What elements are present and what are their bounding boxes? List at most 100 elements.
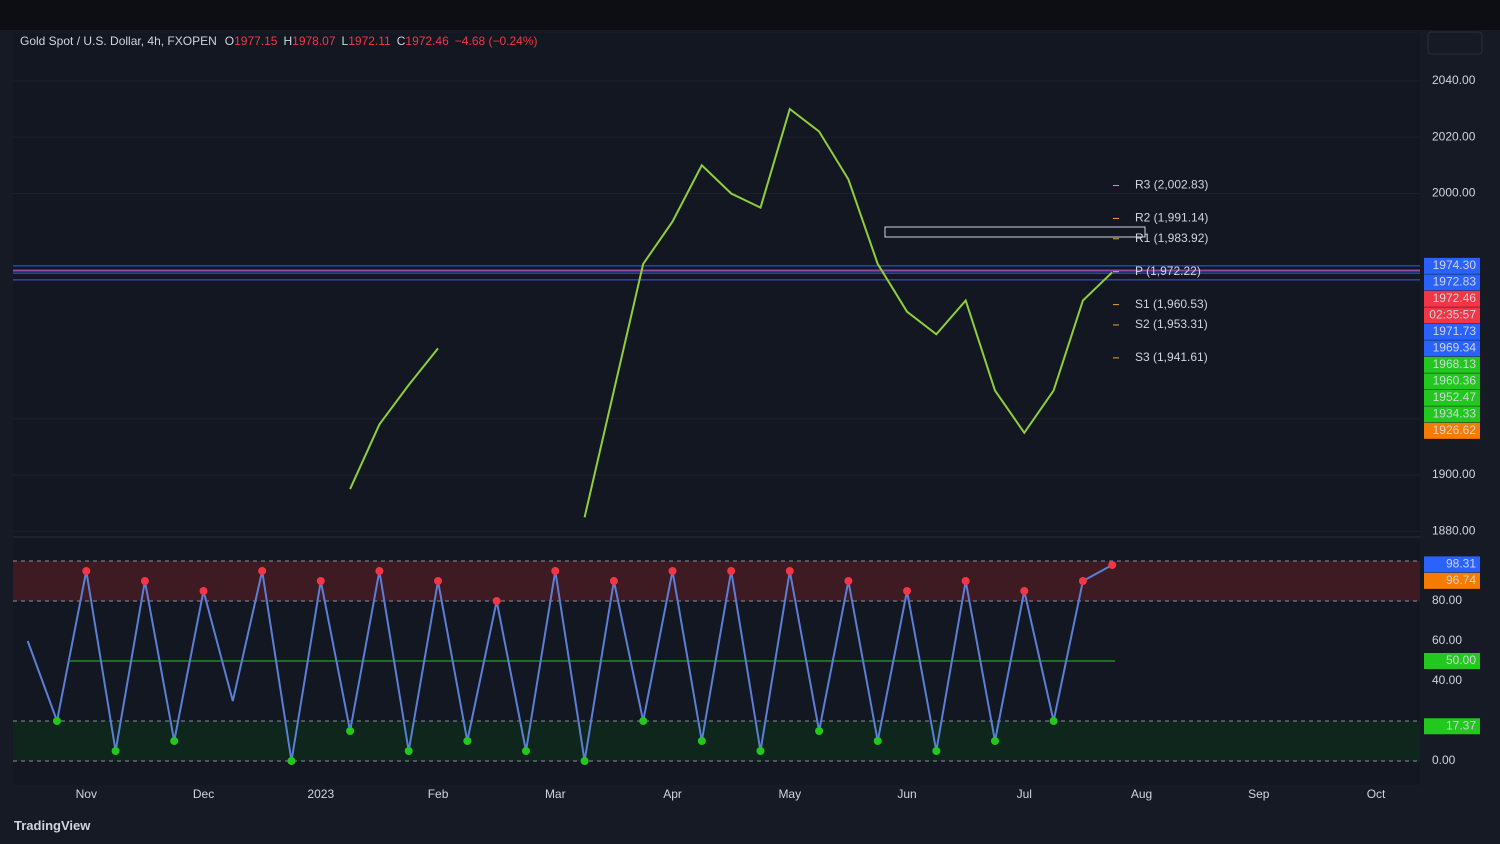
price-tag xyxy=(1424,718,1480,735)
price-tag-label: 02:35:57 xyxy=(1429,308,1476,322)
price-tag xyxy=(1424,274,1480,291)
price-tag xyxy=(1424,389,1480,406)
pivot-label: S1 (1,960.53) xyxy=(1135,297,1208,311)
x-tick-label: Dec xyxy=(193,787,214,801)
settings-button[interactable] xyxy=(1427,31,1483,55)
signal-dot xyxy=(903,587,912,595)
series-line xyxy=(349,107,1113,518)
price-tag xyxy=(1424,257,1480,274)
plot-area xyxy=(13,33,1420,785)
ohlc-value: 1972.46 xyxy=(405,34,449,48)
signal-dot xyxy=(697,737,706,745)
signal-dot xyxy=(404,747,413,755)
price-tag-label: 1934.33 xyxy=(1433,407,1477,421)
y-tick-label: 1880.00 xyxy=(1432,524,1476,538)
price-tag xyxy=(1424,340,1480,357)
signal-dot xyxy=(140,577,149,585)
y-tick-label: 2000.00 xyxy=(1432,186,1476,200)
resistance-zone xyxy=(884,226,1146,238)
signal-dot xyxy=(785,567,794,575)
signal-dot xyxy=(258,567,267,575)
x-tick-label: Nov xyxy=(76,787,97,801)
zone xyxy=(13,561,1420,601)
pane xyxy=(13,560,1420,765)
signal-dot xyxy=(1020,587,1029,595)
symbol: Gold Spot / U.S. Dollar, 4h, FXOPEN xyxy=(20,34,217,48)
signal-dot xyxy=(727,567,736,575)
pivot-label: S3 (1,941.61) xyxy=(1135,350,1208,364)
x-tick-label: Sep xyxy=(1248,787,1270,801)
price-tag-label: 50.00 xyxy=(1446,653,1476,667)
ohlc-key: O xyxy=(224,34,235,48)
price-tag xyxy=(1424,373,1480,390)
ohlc-key: C xyxy=(396,34,406,48)
signal-dot xyxy=(346,727,355,735)
price-tag-label: 1971.73 xyxy=(1433,324,1477,338)
ohlc-value: 1977.15 xyxy=(234,34,278,48)
ohlc-value: 1972.11 xyxy=(348,34,391,48)
signal-dot xyxy=(873,737,882,745)
signal-dot xyxy=(932,747,941,755)
signal-dot xyxy=(639,717,648,725)
price-tag-label: 98.31 xyxy=(1446,557,1476,571)
price-tag-label: 1974.30 xyxy=(1433,258,1477,272)
x-tick-label: Feb xyxy=(428,787,449,801)
signal-dot xyxy=(316,577,325,585)
price-tag xyxy=(1424,556,1480,573)
signal-dot xyxy=(815,727,824,735)
x-tick-label: 2023 xyxy=(307,787,334,801)
change: −4.68 (−0.24%) xyxy=(454,34,538,48)
signal-dot xyxy=(111,747,120,755)
brand: TradingView xyxy=(14,818,91,833)
signal-dot xyxy=(551,567,560,575)
ohlc-key: L xyxy=(341,34,349,48)
price-tag xyxy=(1424,290,1480,307)
x-tick-label: Jun xyxy=(897,787,916,801)
signal-dot xyxy=(990,737,999,745)
price-tag-label: 1926.62 xyxy=(1433,423,1477,437)
price-tag-label: 17.37 xyxy=(1446,718,1476,732)
price-tag xyxy=(1424,653,1480,669)
y-tick-label: 1900.00 xyxy=(1432,467,1476,481)
pivot-label: R1 (1,983.92) xyxy=(1135,231,1208,245)
price-tag xyxy=(1424,406,1480,423)
signal-dot xyxy=(463,737,472,745)
pivot-label: S2 (1,953.31) xyxy=(1135,317,1208,331)
x-tick-label: Aug xyxy=(1131,787,1152,801)
ohlc-value: 1978.07 xyxy=(292,34,336,48)
top-bar xyxy=(0,0,1500,30)
legend-header: Gold Spot / U.S. Dollar, 4h, FXOPEN O1977… xyxy=(20,34,544,48)
x-tick-label: Apr xyxy=(663,787,682,801)
price-tag-label: 1972.46 xyxy=(1433,291,1477,305)
y-tick-label: 2040.00 xyxy=(1432,73,1476,87)
signal-dot xyxy=(82,567,91,575)
signal-dot xyxy=(1049,717,1058,725)
pivot-label: R2 (1,991.14) xyxy=(1135,211,1208,225)
signal-dot xyxy=(1078,577,1087,585)
signal-dot xyxy=(170,737,179,745)
x-tick-label: Oct xyxy=(1367,787,1386,801)
series-line xyxy=(26,564,1113,762)
signal-dot xyxy=(492,597,501,605)
signal-dot xyxy=(961,577,970,585)
y-tick-label: 0.00 xyxy=(1432,753,1456,767)
price-tag xyxy=(1424,307,1480,324)
x-tick-label: Jul xyxy=(1017,787,1032,801)
signal-dot xyxy=(287,757,296,765)
pane xyxy=(13,80,1420,532)
y-tick-label: 40.00 xyxy=(1432,673,1462,687)
pivot-label: P (1,972.22) xyxy=(1135,264,1201,278)
y-tick-label: 80.00 xyxy=(1432,593,1462,607)
signal-dot xyxy=(434,577,443,585)
pivot-label: R3 (2,002.83) xyxy=(1135,178,1208,192)
y-tick-label: 2020.00 xyxy=(1432,129,1476,143)
price-tag xyxy=(1424,422,1480,439)
signal-dot xyxy=(668,567,677,575)
signal-dot xyxy=(580,757,589,765)
signal-dot xyxy=(199,587,208,595)
signal-dot xyxy=(52,717,61,725)
signal-dot xyxy=(521,747,530,755)
price-tag xyxy=(1424,572,1480,589)
